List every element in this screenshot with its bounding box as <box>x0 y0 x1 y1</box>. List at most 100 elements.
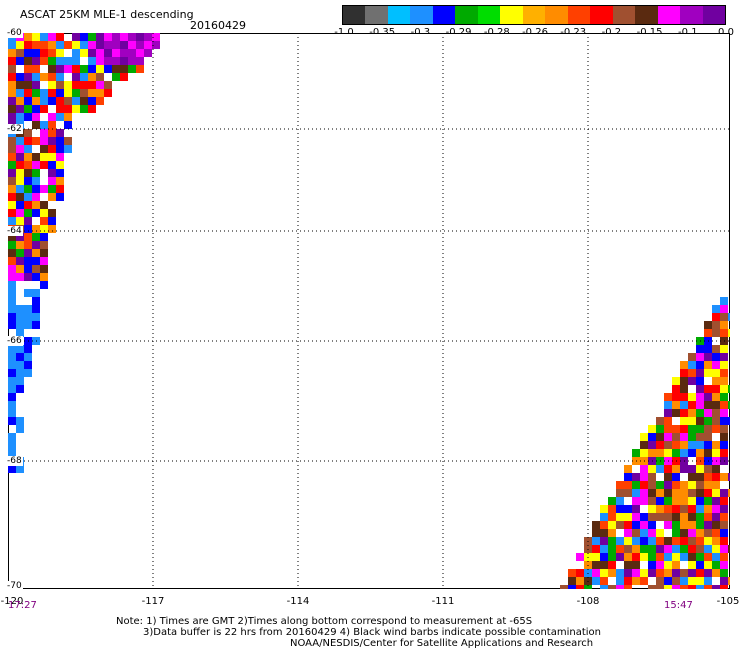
data-cell <box>8 409 16 417</box>
data-cell <box>16 73 24 81</box>
data-cell <box>608 497 616 505</box>
data-cell <box>16 193 24 201</box>
data-cell <box>8 441 16 449</box>
data-cell <box>8 105 16 113</box>
data-cell <box>632 489 640 497</box>
data-cell <box>592 537 600 545</box>
data-cell <box>8 217 16 225</box>
data-cell <box>8 145 16 153</box>
data-cell <box>704 553 712 561</box>
data-cell <box>672 553 680 561</box>
data-cell <box>24 177 32 185</box>
data-cell <box>656 585 664 589</box>
data-cell <box>16 465 24 473</box>
data-cell <box>632 537 640 545</box>
data-cell <box>16 417 24 425</box>
data-cell <box>24 369 32 377</box>
data-cell <box>24 193 32 201</box>
data-cell <box>120 41 128 49</box>
data-cell <box>48 153 56 161</box>
data-cell <box>688 425 696 433</box>
data-cell <box>648 529 656 537</box>
color-scale-bar <box>342 5 726 25</box>
data-cell <box>96 81 104 89</box>
data-cell <box>16 369 24 377</box>
data-cell <box>680 577 688 585</box>
data-cell <box>64 105 72 113</box>
color-scale-tick-label: -0.35 <box>369 27 396 38</box>
data-cell <box>680 449 688 457</box>
data-cell <box>616 497 624 505</box>
data-cell <box>40 209 48 217</box>
data-cell <box>672 489 680 497</box>
color-scale-segment <box>545 6 568 24</box>
data-cell <box>696 385 704 393</box>
data-cell <box>24 81 32 89</box>
data-cell <box>672 537 680 545</box>
data-cell <box>48 65 56 73</box>
data-cell <box>720 409 728 417</box>
data-cell <box>80 81 88 89</box>
data-cell <box>40 33 48 41</box>
data-cell <box>32 321 40 329</box>
data-cell <box>88 89 96 97</box>
data-cell <box>640 569 648 577</box>
data-cell <box>624 489 632 497</box>
data-cell <box>672 377 680 385</box>
data-cell <box>704 369 712 377</box>
data-cell <box>608 545 616 553</box>
data-cell <box>696 553 704 561</box>
data-cell <box>640 433 648 441</box>
data-cell <box>64 41 72 49</box>
time-end-label: 15:47 <box>664 600 693 611</box>
data-cell <box>32 73 40 81</box>
data-cell <box>600 577 608 585</box>
data-cell <box>672 433 680 441</box>
data-cell <box>24 113 32 121</box>
data-cell <box>696 353 704 361</box>
data-cell <box>664 417 672 425</box>
data-cell <box>32 121 40 129</box>
data-cell <box>680 425 688 433</box>
data-cell <box>8 113 16 121</box>
data-cell <box>680 545 688 553</box>
data-cell <box>720 297 728 305</box>
data-cell <box>120 33 128 41</box>
data-cell <box>688 409 696 417</box>
data-cell <box>672 577 680 585</box>
data-cell <box>56 41 64 49</box>
color-scale-segment <box>635 6 658 24</box>
data-cell <box>720 313 728 321</box>
data-cell <box>16 137 24 145</box>
data-cell <box>712 425 720 433</box>
data-cell <box>616 569 624 577</box>
data-cell <box>24 153 32 161</box>
data-cell <box>656 465 664 473</box>
data-cell <box>680 489 688 497</box>
data-cell <box>128 57 136 65</box>
data-cell <box>24 185 32 193</box>
data-cell <box>24 201 32 209</box>
data-cell <box>728 401 730 409</box>
data-cell <box>24 169 32 177</box>
data-cell <box>40 153 48 161</box>
data-cell <box>8 73 16 81</box>
data-cell <box>680 465 688 473</box>
data-cell <box>128 65 136 73</box>
data-cell <box>600 585 608 589</box>
data-cell <box>712 393 720 401</box>
data-cell <box>688 513 696 521</box>
data-cell <box>720 545 728 553</box>
latitude-label: -62 <box>6 124 23 134</box>
data-cell <box>624 505 632 513</box>
data-cell <box>656 513 664 521</box>
data-cell <box>656 537 664 545</box>
data-cell <box>640 529 648 537</box>
data-cell <box>16 217 24 225</box>
data-cell <box>8 369 16 377</box>
data-cell <box>680 417 688 425</box>
data-cell <box>680 553 688 561</box>
data-cell <box>656 489 664 497</box>
data-cell <box>664 393 672 401</box>
data-cell <box>704 321 712 329</box>
